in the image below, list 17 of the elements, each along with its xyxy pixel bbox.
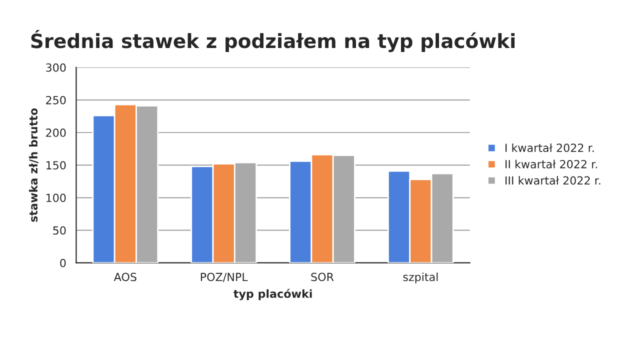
legend-label: I kwartał 2022 r. — [506, 143, 594, 152]
x-tick-label: szpital — [403, 272, 438, 284]
x-tick-label: POZ/NPL — [200, 272, 248, 282]
legend-label: III kwartał 2022 r. — [506, 176, 600, 185]
y-tick-label: 150 — [46, 161, 66, 170]
y-tick-label: 200 — [46, 128, 66, 137]
legend-label: II kwartał 2022 r. — [506, 160, 597, 168]
y-tick-label: 250 — [46, 96, 66, 104]
y-tick-label: 50 — [53, 226, 66, 235]
x-tick-label: AOS — [114, 272, 136, 282]
y-tick-label: 100 — [46, 194, 66, 202]
y-tick-label: 300 — [46, 63, 66, 72]
y-axis-title: stawka zł/h brutto — [28, 108, 38, 222]
y-tick-label: 0 — [60, 258, 66, 268]
x-axis-title: typ placówki — [234, 288, 312, 300]
x-tick-label: SOR — [311, 272, 334, 282]
chart-title: Średnia stawek z podziałem na typ placówki — [31, 30, 515, 52]
